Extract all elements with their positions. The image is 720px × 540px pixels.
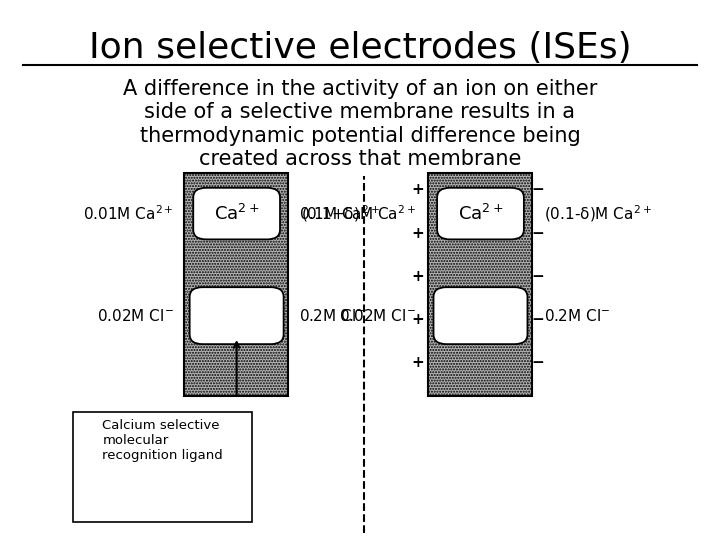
Text: Ca$^{2+}$: Ca$^{2+}$ bbox=[214, 204, 259, 224]
Text: −: − bbox=[531, 355, 544, 370]
FancyBboxPatch shape bbox=[193, 188, 280, 239]
Text: −: − bbox=[531, 269, 544, 284]
Text: 0.2M Cl$^{-}$: 0.2M Cl$^{-}$ bbox=[544, 308, 611, 323]
Text: +: + bbox=[411, 226, 424, 241]
Text: +: + bbox=[411, 269, 424, 284]
Text: 0.01M Ca$^{2+}$: 0.01M Ca$^{2+}$ bbox=[83, 204, 174, 223]
FancyBboxPatch shape bbox=[73, 413, 253, 523]
Text: −: − bbox=[531, 226, 544, 241]
Text: +: + bbox=[411, 182, 424, 197]
Text: 0.2M Cl$^{-}$: 0.2M Cl$^{-}$ bbox=[299, 308, 365, 323]
Text: −: − bbox=[531, 182, 544, 197]
Text: A difference in the activity of an ion on either
side of a selective membrane re: A difference in the activity of an ion o… bbox=[123, 79, 597, 169]
Text: 0.02M Cl$^{-}$: 0.02M Cl$^{-}$ bbox=[339, 308, 416, 323]
Text: −: − bbox=[531, 312, 544, 327]
Text: (0.1-δ)M Ca$^{2+}$: (0.1-δ)M Ca$^{2+}$ bbox=[544, 203, 652, 224]
Text: 0.1M Ca$^{2+}$: 0.1M Ca$^{2+}$ bbox=[299, 204, 380, 223]
FancyBboxPatch shape bbox=[184, 173, 288, 396]
FancyBboxPatch shape bbox=[433, 287, 528, 344]
Text: 0.02M Cl$^{-}$: 0.02M Cl$^{-}$ bbox=[96, 308, 174, 323]
FancyBboxPatch shape bbox=[428, 173, 532, 396]
Text: +: + bbox=[411, 355, 424, 370]
Text: Ca$^{2+}$: Ca$^{2+}$ bbox=[458, 204, 503, 224]
FancyBboxPatch shape bbox=[189, 287, 284, 344]
Text: +: + bbox=[411, 312, 424, 327]
Text: Ion selective electrodes (ISEs): Ion selective electrodes (ISEs) bbox=[89, 31, 631, 65]
Text: Calcium selective
molecular
recognition ligand: Calcium selective molecular recognition … bbox=[102, 420, 223, 462]
FancyBboxPatch shape bbox=[437, 188, 524, 239]
Text: (0.1+δ)M Ca$^{2+}$: (0.1+δ)M Ca$^{2+}$ bbox=[301, 203, 416, 224]
